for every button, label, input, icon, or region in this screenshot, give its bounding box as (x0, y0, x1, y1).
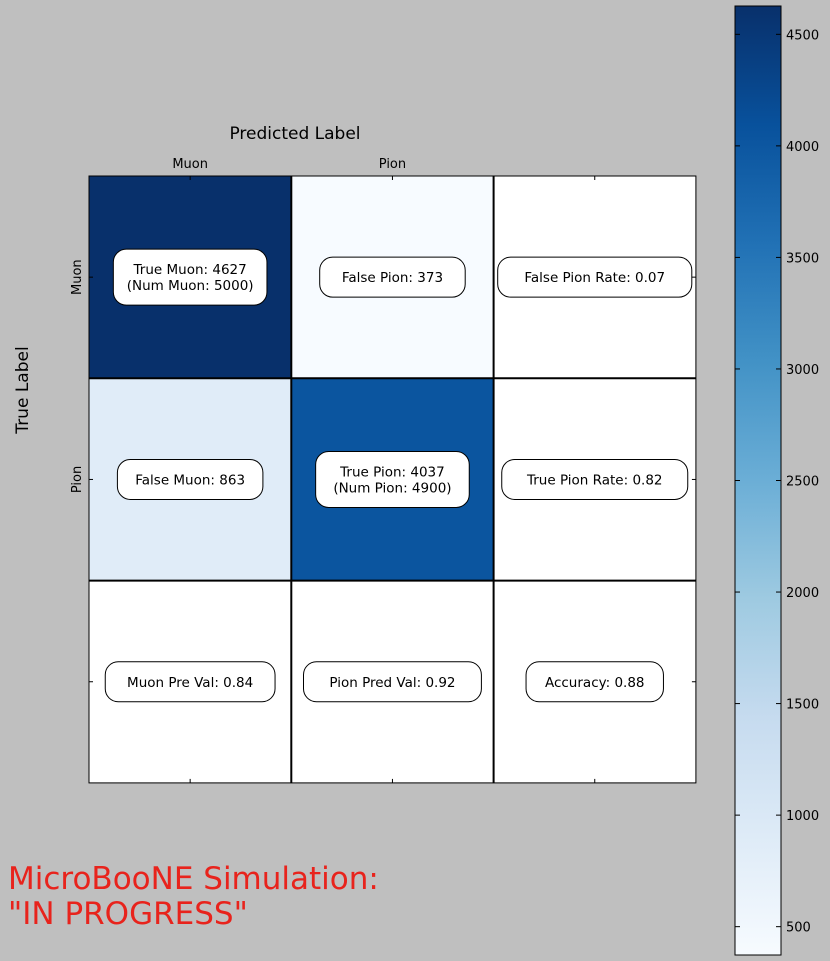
y-tick-label: Muon (70, 259, 85, 295)
colorbar-tick-label: 4000 (786, 140, 819, 155)
cell-annotation-text: False Muon: 863 (135, 472, 245, 488)
colorbar-tick-label: 3500 (786, 251, 819, 266)
cell-annotation: True Pion: 4037 (Num Pion: 4900) (315, 450, 470, 508)
cell-annotation: False Pion: 373 (319, 256, 466, 298)
cell-annotation-text: True Pion Rate: 0.82 (526, 472, 663, 488)
colorbar-tick-label: 500 (786, 921, 811, 936)
cell-annotation-text: Muon Pre Val: 0.84 (127, 675, 253, 691)
cell-annotation-text: Pion Pred Val: 0.92 (329, 675, 455, 691)
colorbar-tick-label: 1500 (786, 698, 819, 713)
y-tick-label: Pion (70, 466, 85, 493)
cell-annotation-text: False Pion: 373 (342, 270, 443, 286)
x-tick-label: Pion (379, 157, 406, 172)
colorbar-tick-label: 3000 (786, 363, 819, 378)
colorbar-tick-label: 1000 (786, 809, 819, 824)
cell-annotation-text: True Pion: 4037 (Num Pion: 4900) (333, 464, 451, 496)
watermark-line-2: "IN PROGRESS" (8, 896, 248, 932)
x-tick-label: Muon (172, 157, 208, 172)
cell-annotation: False Muon: 863 (116, 458, 264, 500)
cell-annotation-text: True Muon: 4627 (Num Muon: 5000) (127, 262, 254, 294)
colorbar-tick-label: 2500 (786, 475, 819, 490)
cell-annotation: True Pion Rate: 0.82 (501, 458, 689, 500)
cell-annotation: False Pion Rate: 0.07 (497, 256, 693, 298)
colorbar: 500 1000 1500 2000 2500 3000 3500 4000 4500 (734, 5, 819, 956)
x-axis-label: Predicted Label (229, 124, 360, 144)
colorbar-tick-label: 4500 (786, 28, 819, 43)
cell-annotation-text: Accuracy: 0.88 (545, 675, 645, 691)
y-axis-label: True Label (13, 346, 33, 434)
cell-annotation: True Muon: 4627 (Num Muon: 5000) (112, 248, 268, 306)
watermark: MicroBooNE Simulation: "IN PROGRESS" (8, 862, 379, 932)
cell-annotation: Muon Pre Val: 0.84 (104, 661, 276, 703)
colorbar-gradient (734, 5, 782, 956)
cell-annotation-text: False Pion Rate: 0.07 (524, 270, 665, 286)
cell-annotation: Pion Pred Val: 0.92 (303, 661, 482, 703)
watermark-line-1: MicroBooNE Simulation: (8, 861, 379, 897)
cell-annotation: Accuracy: 0.88 (525, 661, 664, 703)
colorbar-tick-label: 2000 (786, 586, 819, 601)
